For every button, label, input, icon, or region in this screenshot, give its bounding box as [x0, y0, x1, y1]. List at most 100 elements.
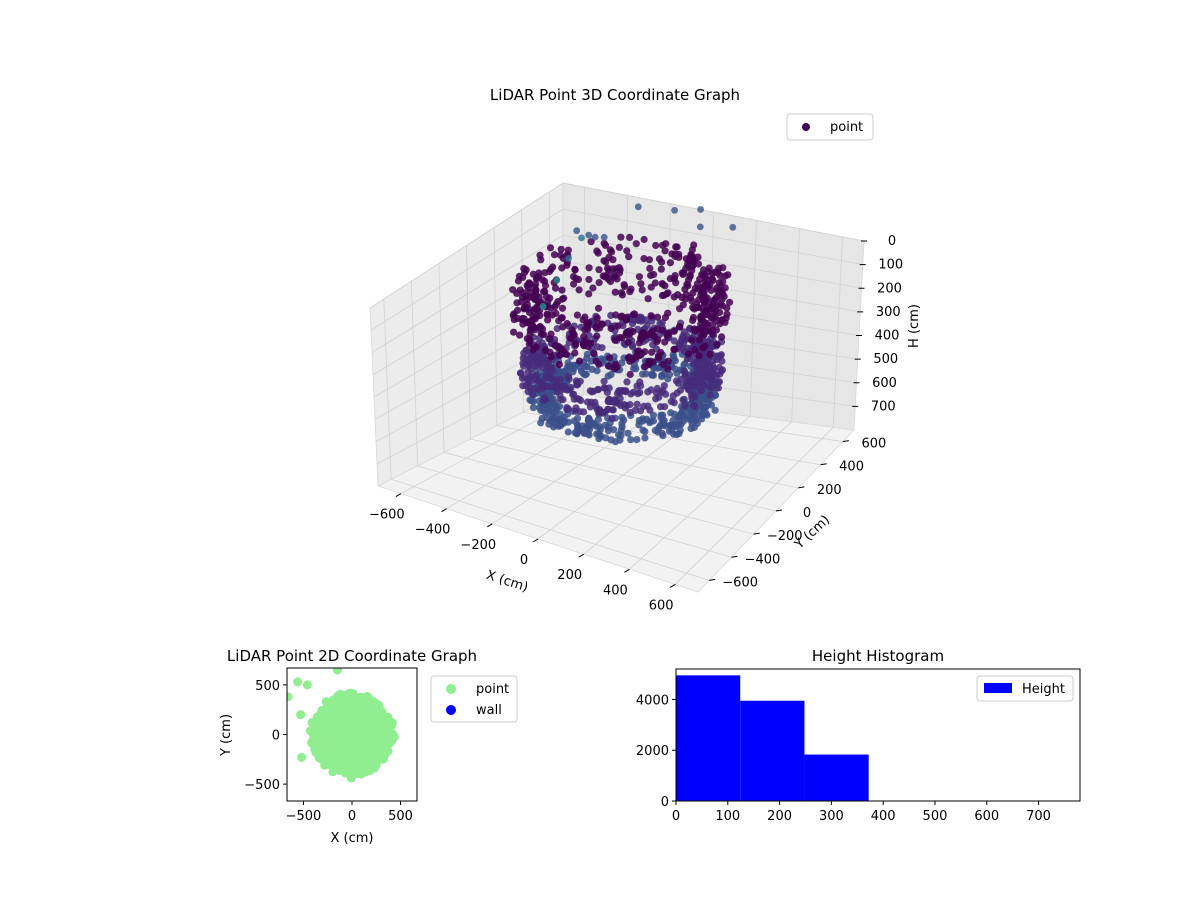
point-marker — [593, 314, 601, 322]
point-marker — [546, 348, 554, 356]
chart-3d: −600−400−2000200400600−600−400−200020040… — [369, 86, 922, 613]
point-marker — [636, 407, 645, 415]
point-marker — [614, 322, 622, 330]
point-marker — [659, 360, 667, 368]
point-marker — [615, 243, 624, 251]
point-marker — [532, 291, 540, 299]
point-marker — [680, 367, 688, 375]
point-marker — [701, 342, 709, 350]
point-marker — [380, 743, 390, 753]
x-tick — [487, 523, 493, 528]
point-marker — [601, 408, 609, 416]
point-marker — [551, 284, 560, 292]
point-marker — [345, 749, 355, 759]
point-marker — [623, 247, 631, 255]
point-marker — [574, 275, 583, 284]
histogram-frame — [675, 668, 1081, 802]
point-marker — [724, 271, 732, 279]
x-tick — [441, 508, 447, 513]
outlier-point — [696, 223, 704, 231]
chart-2d-ylabel: Y (cm) — [219, 714, 234, 757]
point-marker — [609, 265, 617, 273]
point-marker — [648, 370, 656, 378]
y-tick-label: 4000 — [636, 693, 669, 708]
point-marker — [664, 365, 672, 373]
point-marker — [709, 330, 717, 338]
point-marker — [706, 391, 714, 399]
point-marker — [526, 383, 534, 392]
point-marker — [667, 397, 676, 405]
point-marker — [711, 406, 719, 414]
point-marker — [611, 288, 619, 296]
point-marker — [723, 304, 731, 312]
point-marker — [536, 322, 544, 331]
point-marker — [600, 377, 608, 385]
point-marker — [663, 332, 671, 340]
point-marker — [633, 436, 641, 444]
point-marker — [319, 751, 328, 761]
outlier-point — [293, 677, 303, 687]
outlier-point — [729, 223, 737, 231]
point-marker — [662, 240, 670, 248]
point-marker — [693, 419, 701, 427]
point-marker — [535, 378, 543, 386]
point-marker — [661, 282, 669, 290]
x-tick-label: −600 — [369, 508, 405, 523]
point-marker — [699, 358, 708, 366]
legend-label-point: point — [830, 120, 863, 135]
chart-2d-xlabel: X (cm) — [331, 831, 374, 846]
point-marker — [636, 389, 644, 397]
point-marker — [703, 322, 711, 330]
point-marker — [595, 429, 603, 437]
point-marker — [684, 344, 692, 352]
point-marker — [622, 316, 630, 324]
point-marker — [670, 327, 678, 335]
point-marker — [520, 304, 528, 312]
point-marker — [653, 338, 661, 346]
point-marker — [641, 434, 649, 442]
point-marker — [601, 273, 609, 281]
point-marker — [691, 346, 699, 354]
point-marker — [648, 328, 656, 336]
point-marker — [346, 773, 356, 783]
point-marker — [585, 417, 593, 426]
point-marker — [526, 330, 534, 338]
point-marker — [592, 357, 600, 365]
point-marker — [545, 371, 553, 379]
z-tick-label: 700 — [871, 399, 896, 414]
point-marker — [643, 415, 651, 423]
point-marker — [640, 235, 648, 244]
point-marker — [363, 744, 373, 754]
x-tick-label: 400 — [603, 583, 628, 598]
point-marker — [588, 365, 596, 373]
point-marker — [530, 307, 538, 315]
point-marker — [570, 395, 578, 403]
point-marker — [587, 398, 595, 406]
point-marker — [593, 332, 601, 340]
point-marker — [612, 311, 620, 319]
point-marker — [552, 309, 560, 317]
point-marker — [629, 328, 637, 336]
histogram-bar — [804, 754, 869, 801]
point-marker — [340, 718, 350, 728]
legend-frame — [786, 113, 874, 141]
outlier-point — [332, 668, 342, 675]
point-marker — [549, 395, 557, 403]
point-marker — [638, 286, 646, 294]
point-marker — [657, 265, 665, 273]
point-marker — [557, 396, 565, 404]
legend-frame — [976, 675, 1074, 702]
point-marker — [310, 726, 320, 736]
point-marker — [637, 280, 645, 288]
outlier-point — [600, 233, 608, 241]
point-marker — [671, 272, 679, 280]
point-marker — [714, 379, 722, 387]
point-marker — [687, 416, 696, 424]
outlier-point — [297, 752, 307, 762]
point-marker — [585, 431, 593, 439]
point-marker — [610, 426, 618, 434]
chart-2d: LiDAR Point 2D Coordinate Graph −500 0 500… — [219, 647, 518, 846]
point-marker — [616, 395, 624, 403]
histogram-bar — [676, 675, 741, 801]
